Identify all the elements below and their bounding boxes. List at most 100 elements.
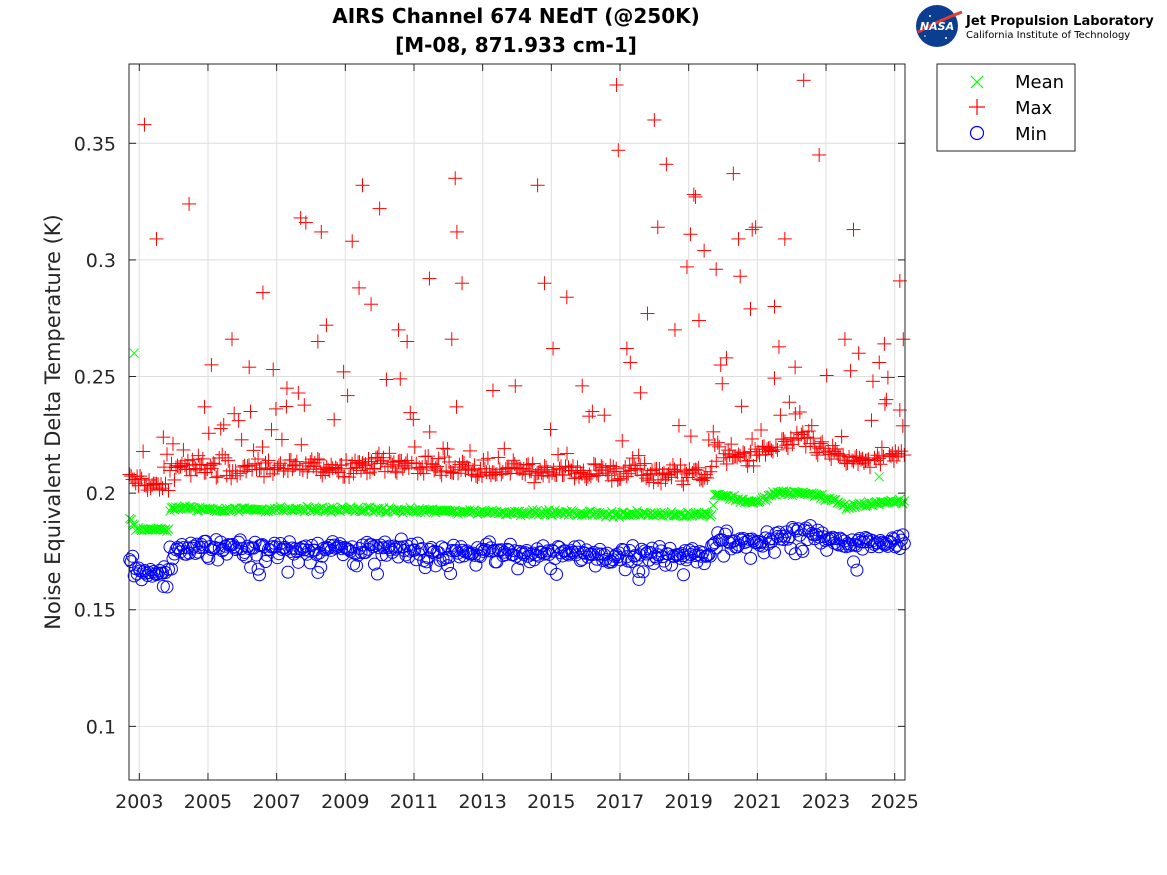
chart-subtitle: [M-08, 871.933 cm-1]	[395, 33, 637, 57]
x-tick-label: 2009	[321, 791, 369, 813]
data-point-max	[310, 451, 325, 466]
data-point-max	[216, 417, 231, 432]
outlier-point-max	[393, 371, 408, 386]
jpl-logo: NASA Jet Propulsion Laboratory Californi…	[916, 5, 1154, 47]
outlier-point-max	[743, 301, 758, 316]
legend-label-mean: Mean	[1015, 72, 1064, 93]
data-point-mean	[790, 487, 801, 498]
data-point-min	[390, 540, 404, 554]
x-tick-label: 2025	[871, 791, 919, 813]
data-point-mean	[738, 494, 748, 505]
data-point-max	[152, 482, 167, 497]
data-point-max	[431, 451, 446, 466]
outlier-point-max	[266, 362, 281, 377]
data-point-min	[124, 555, 138, 569]
data-point-max	[864, 413, 879, 428]
data-point-max	[462, 443, 477, 458]
data-point-mean	[465, 505, 475, 515]
outlier-point-min	[632, 572, 646, 586]
data-point-max	[810, 448, 825, 463]
data-point-min	[348, 546, 362, 560]
data-point-min	[191, 545, 205, 559]
data-point-max	[773, 408, 788, 423]
data-point-max	[527, 475, 542, 490]
data-point-min	[872, 540, 886, 554]
data-point-max	[274, 432, 289, 447]
outlier-point-max	[314, 224, 329, 239]
y-tick-label: 0.3	[86, 250, 116, 272]
outlier-point-max	[877, 336, 892, 351]
data-point-max	[218, 450, 233, 465]
data-point-min	[367, 557, 381, 571]
data-point-min	[894, 533, 908, 547]
data-point-max	[897, 448, 912, 463]
data-point-max	[270, 460, 285, 475]
data-point-max	[292, 461, 307, 476]
data-point-min	[796, 544, 810, 558]
data-point-max	[621, 466, 636, 481]
outlier-point-max	[731, 231, 746, 246]
data-point-max	[451, 466, 466, 481]
axis-ticks: 2003 2005 2007 2009 2011 2013 2015 2017 2019 2021…	[74, 64, 919, 813]
nasa-meatball-icon	[916, 5, 958, 47]
outlier-point-max	[659, 157, 674, 172]
data-point-mean	[602, 509, 613, 520]
outlier-point-max	[650, 220, 665, 235]
data-point-min	[350, 559, 364, 573]
data-point-max	[600, 466, 615, 481]
data-point-max	[683, 429, 698, 444]
data-point-max	[327, 412, 342, 427]
data-point-max	[427, 463, 442, 478]
data-point-max	[373, 456, 388, 471]
outlier-point-max	[633, 385, 648, 400]
outlier-point-max	[182, 196, 197, 211]
data-point-mean	[899, 496, 910, 506]
data-point-max	[782, 395, 797, 410]
data-point-mean	[321, 504, 332, 515]
outlier-point-max	[298, 215, 313, 230]
outlier-point-max	[449, 224, 464, 239]
data-point-max	[815, 434, 830, 449]
data-point-max	[625, 451, 640, 466]
outlier-point-max	[242, 360, 257, 375]
data-point-max	[582, 467, 597, 482]
data-point-max	[255, 440, 270, 455]
data-point-max	[480, 451, 495, 466]
data-point-min	[897, 537, 911, 551]
data-point-mean	[320, 505, 331, 516]
data-point-max	[834, 429, 849, 444]
data-point-max	[715, 376, 730, 391]
data-point-min	[756, 539, 770, 553]
data-point-min	[244, 560, 258, 574]
data-point-max	[843, 363, 858, 378]
outlier-point-max	[726, 166, 741, 181]
data-point-max	[597, 408, 612, 423]
data-point-max	[134, 471, 149, 486]
data-point-max	[445, 465, 460, 480]
data-point-min	[896, 528, 910, 542]
data-point-max	[243, 404, 258, 419]
data-point-max	[589, 466, 604, 481]
data-point-max	[762, 440, 777, 455]
data-point-max	[239, 464, 254, 479]
data-point-max	[491, 450, 506, 465]
data-point-max	[689, 463, 704, 478]
data-point-max	[610, 473, 625, 488]
data-point-max	[830, 446, 845, 461]
data-point-mean	[578, 508, 589, 519]
data-point-max	[167, 472, 182, 487]
data-point-min	[299, 539, 313, 553]
data-point-min	[511, 562, 525, 576]
series-max	[122, 73, 912, 498]
data-point-max	[746, 458, 761, 473]
data-point-min	[482, 535, 496, 549]
axes-box	[128, 63, 906, 781]
outlier-point-max	[537, 276, 552, 291]
data-point-max	[467, 458, 482, 473]
data-point-max	[210, 469, 225, 484]
data-point-max	[233, 466, 248, 481]
data-point-min	[536, 539, 550, 553]
data-point-max	[230, 468, 245, 483]
data-point-min	[456, 543, 470, 557]
data-point-mean	[217, 506, 228, 517]
